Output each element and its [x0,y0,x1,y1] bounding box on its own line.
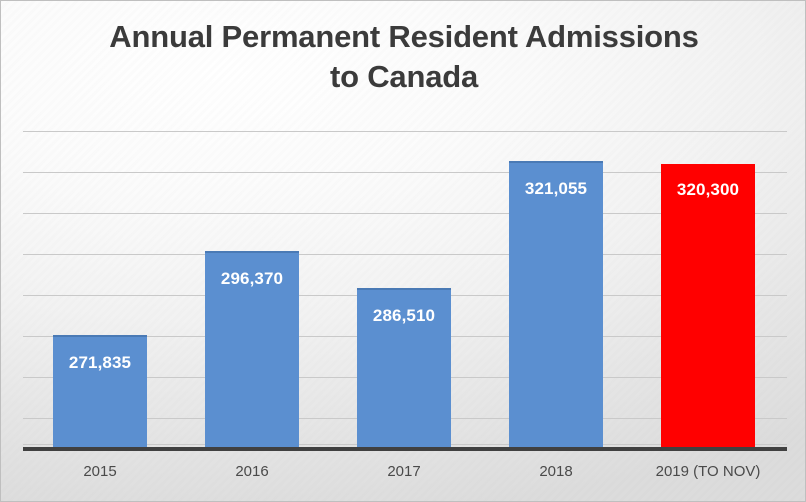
gridline-2 [23,213,787,214]
bar-2018[interactable]: 321,055 [509,161,603,449]
x-axis-line [23,447,787,451]
bars-layer: 271,835 296,370 286,510 321,055 320,300 [23,119,787,449]
bar-value-label: 286,510 [372,306,436,325]
category-label-4: 2019 (TO NOV) [655,463,761,480]
bar-2017[interactable]: 286,510 [357,288,451,449]
bar-value-label: 321,055 [524,179,588,198]
gridline-0 [23,131,787,132]
bar-value-label: 296,370 [220,269,284,288]
bar-value-label: 271,835 [68,353,132,372]
bar-2016[interactable]: 296,370 [205,251,299,449]
chart-title-line-1: Annual Permanent Resident Admissions [109,19,699,54]
gridline-1 [23,172,787,173]
bar-2019-to-nov[interactable]: 320,300 [661,164,755,449]
category-label-3: 2018 [539,463,573,480]
chart-title-line-2: to Canada [329,59,479,94]
bar-2015[interactable]: 271,835 [53,335,147,449]
x-axis-category-labels: 2015 2016 2017 2018 2019 (TO NOV) [23,463,787,491]
bar-value-label: 320,300 [676,180,740,199]
category-label-2: 2017 [387,463,421,480]
category-label-1: 2016 [235,463,269,480]
chart-title: Annual Permanent Resident Admissions to … [1,17,805,97]
gridline-3 [23,254,787,255]
category-label-0: 2015 [83,463,117,480]
